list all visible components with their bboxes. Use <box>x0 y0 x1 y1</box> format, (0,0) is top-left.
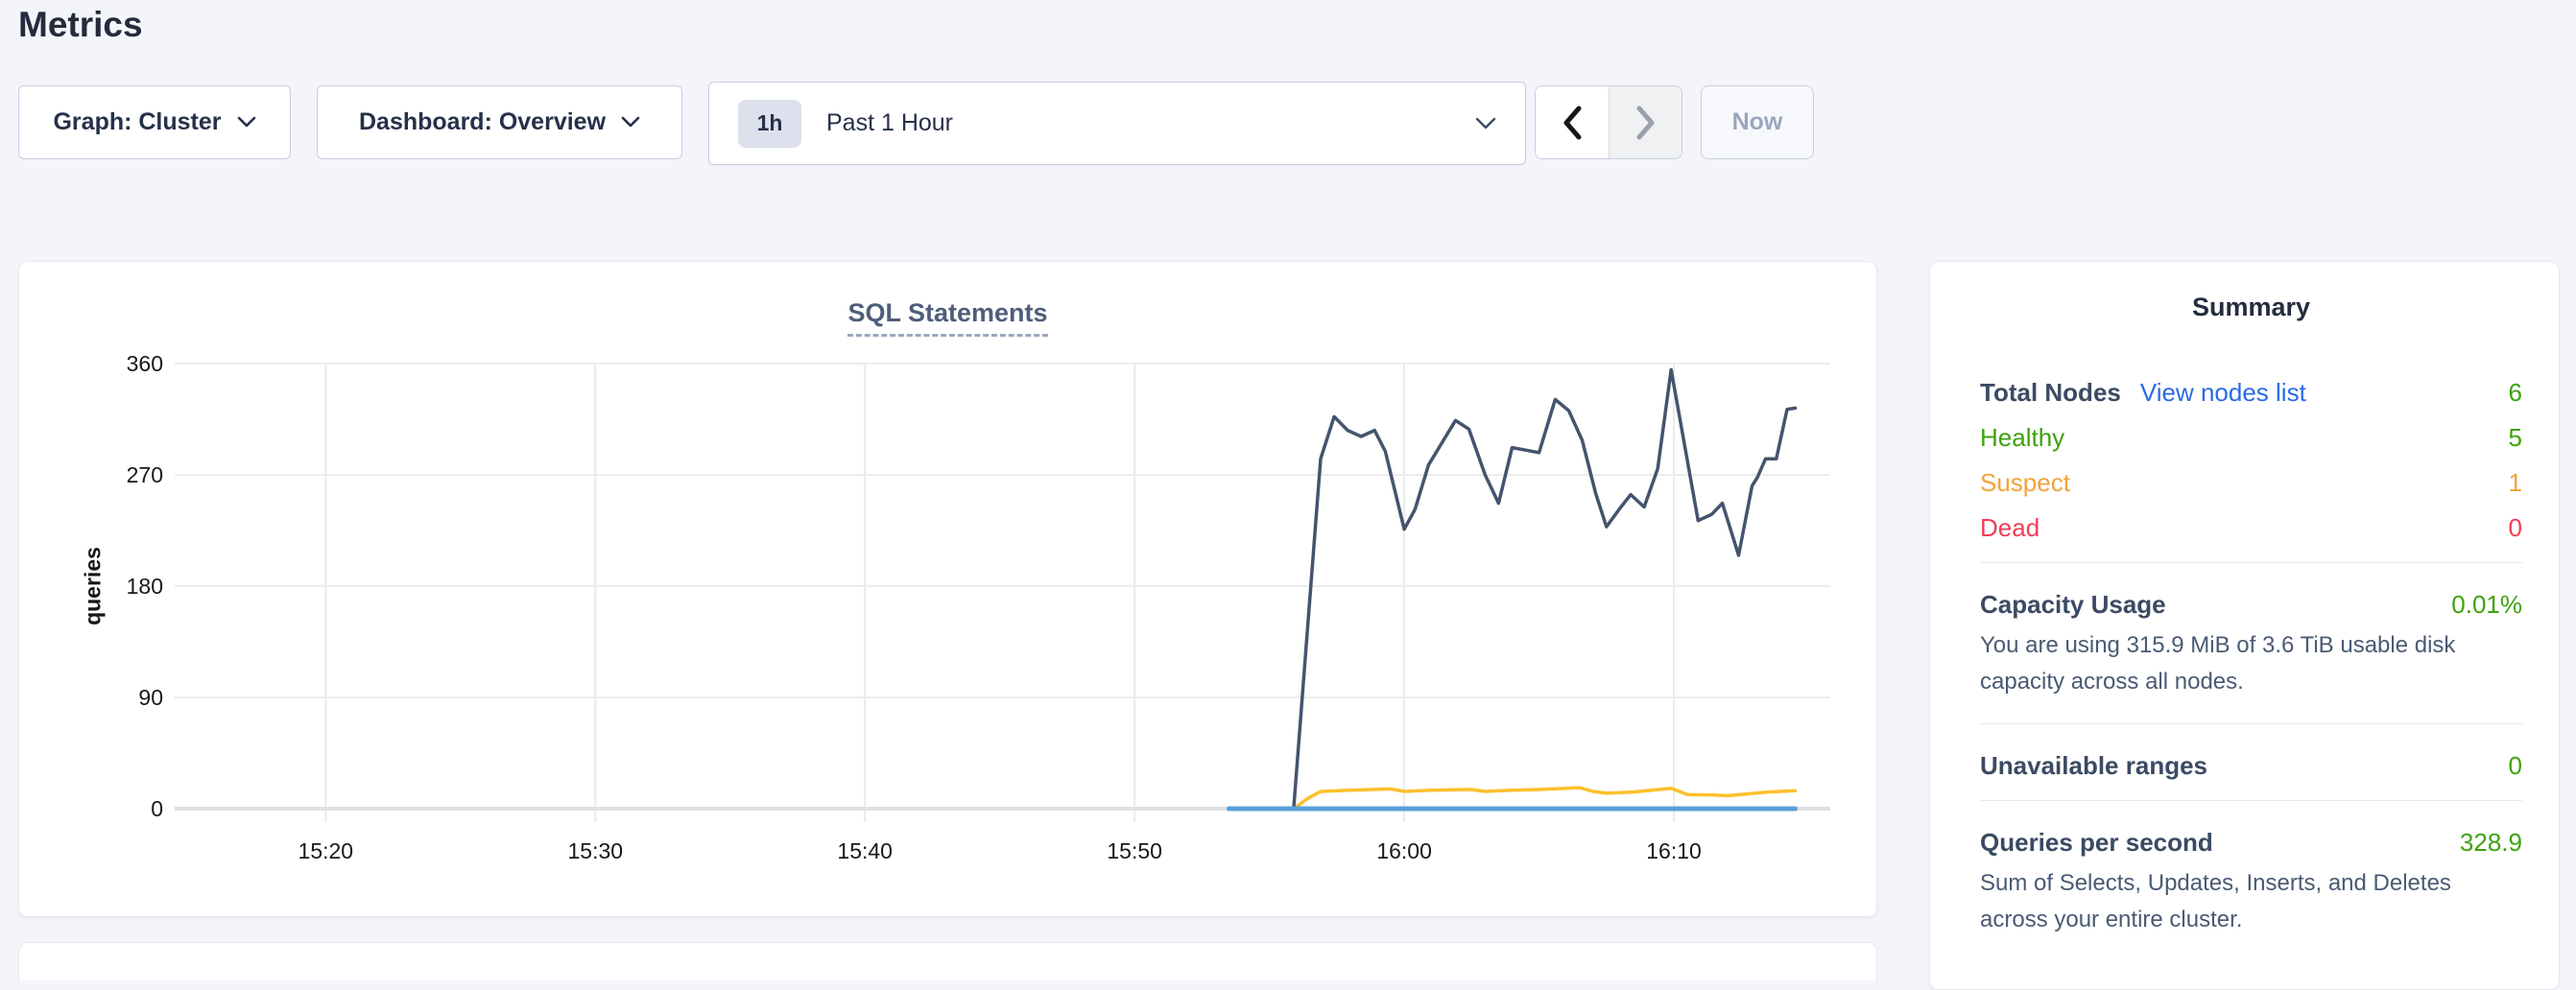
suspect-nodes-value: 1 <box>2508 468 2522 497</box>
unavailable-ranges-value: 0 <box>2508 751 2522 780</box>
next-time-window-button[interactable] <box>1609 86 1682 158</box>
healthy-nodes-label: Healthy <box>1980 423 2065 452</box>
dead-nodes-label: Dead <box>1980 513 2040 542</box>
suspect-nodes-row: Suspect 1 <box>1980 460 2522 506</box>
y-tick-label: 270 <box>127 462 163 487</box>
statements-yellow-line <box>1227 786 1798 811</box>
y-tick-label: 90 <box>138 685 163 710</box>
time-preset-badge: 1h <box>738 99 801 148</box>
graph-selector-dropdown[interactable]: Graph: Cluster <box>18 85 291 159</box>
dashboard-selector-label: Dashboard: Overview <box>358 108 607 135</box>
metrics-page: Metrics Graph: Cluster Dashboard: Overvi… <box>18 5 2560 990</box>
time-window-label: Past 1 Hour <box>826 109 954 136</box>
x-tick-label: 15:40 <box>837 838 893 863</box>
queries-per-second-label: Queries per second <box>1980 828 2213 857</box>
previous-time-window-button[interactable] <box>1536 86 1609 158</box>
x-tick-label: 15:20 <box>298 838 354 863</box>
time-pager <box>1535 85 1682 159</box>
chart-title[interactable]: SQL Statements <box>847 298 1048 337</box>
total-nodes-row: Total Nodes View nodes list 6 <box>1980 370 2522 415</box>
chevron-down-icon <box>1475 117 1496 129</box>
x-tick-label: 15:50 <box>1107 838 1162 863</box>
chart-title-wrap: SQL Statements <box>19 298 1876 337</box>
y-axis-label: queries <box>80 547 106 625</box>
graph-selector-label: Graph: Cluster <box>53 108 222 135</box>
capacity-usage-description: You are using 315.9 MiB of 3.6 TiB usabl… <box>1980 632 2456 695</box>
summary-panel: Summary Total Nodes View nodes list 6 He… <box>1929 261 2560 990</box>
chevron-right-icon <box>1636 106 1654 139</box>
summary-body: Summary Total Nodes View nodes list 6 He… <box>1930 293 2559 938</box>
queries-per-second-value: 328.9 <box>2459 828 2522 857</box>
dashboard-selector-dropdown[interactable]: Dashboard: Overview <box>317 85 682 159</box>
sql-statements-chart-card: SQL Statements queries 15:20 15:30 15:40 15… <box>18 261 1877 917</box>
capacity-usage-value: 0.01% <box>2451 590 2522 619</box>
chevron-left-icon <box>1563 106 1582 139</box>
now-button[interactable]: Now <box>1701 85 1814 159</box>
y-tick-label: 0 <box>151 796 163 821</box>
total-nodes-value: 6 <box>2508 378 2522 407</box>
capacity-usage-label: Capacity Usage <box>1980 590 2166 619</box>
total-nodes-label: Total Nodes <box>1980 378 2121 407</box>
queries-per-second-section: Queries per second 328.9 Sum of Selects,… <box>1980 820 2522 938</box>
next-chart-card-partial <box>18 942 1877 980</box>
healthy-nodes-row: Healthy 5 <box>1980 415 2522 460</box>
capacity-usage-section: Capacity Usage 0.01% You are using 315.9… <box>1980 582 2522 700</box>
divider <box>1980 562 2522 563</box>
queries-per-second-description: Sum of Selects, Updates, Inserts, and De… <box>1980 870 2451 932</box>
node-status-block: Total Nodes View nodes list 6 Healthy 5 … <box>1980 370 2522 551</box>
dead-nodes-value: 0 <box>2508 513 2522 542</box>
y-tick-label: 360 <box>127 351 163 376</box>
time-window-selector[interactable]: 1h Past 1 Hour <box>708 82 1526 165</box>
divider <box>1980 723 2522 724</box>
suspect-nodes-label: Suspect <box>1980 468 2070 497</box>
divider <box>1980 800 2522 801</box>
page-title: Metrics <box>18 5 143 44</box>
unavailable-ranges-section: Unavailable ranges 0 <box>1980 743 2522 789</box>
healthy-nodes-value: 5 <box>2508 423 2522 452</box>
dead-nodes-row: Dead 0 <box>1980 506 2522 551</box>
chevron-down-icon <box>621 116 640 128</box>
x-tick-label: 16:00 <box>1376 838 1432 863</box>
y-tick-label: 180 <box>127 574 163 599</box>
summary-heading: Summary <box>2191 293 2311 321</box>
chevron-down-icon <box>237 116 255 128</box>
sql-statements-chart[interactable]: 15:20 15:30 15:40 15:50 16:00 16:10 0 90 180 270 3… <box>19 262 1878 918</box>
x-tick-label: 16:10 <box>1646 838 1702 863</box>
unavailable-ranges-label: Unavailable ranges <box>1980 751 2207 780</box>
x-tick-label: 15:30 <box>567 838 623 863</box>
statements-dark-blue-line <box>1227 367 1798 811</box>
view-nodes-list-link[interactable]: View nodes list <box>2139 378 2306 407</box>
